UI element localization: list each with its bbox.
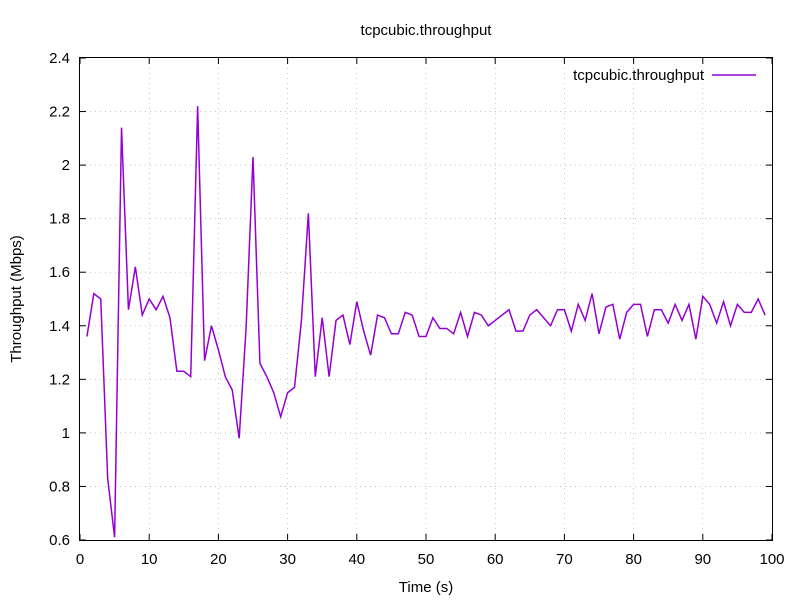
x-tick-label: 40 <box>348 551 365 568</box>
x-tick-label: 90 <box>694 551 711 568</box>
x-tick-label: 50 <box>418 551 435 568</box>
x-tick-label: 100 <box>759 551 784 568</box>
y-tick-label: 1.6 <box>49 264 70 281</box>
y-tick-label: 1.8 <box>49 211 70 228</box>
y-tick-label: 0.6 <box>49 532 70 549</box>
series-group <box>86 106 766 538</box>
y-tick-label: 1.4 <box>49 318 70 335</box>
x-tick-label: 80 <box>625 551 642 568</box>
y-tick-label: 2.4 <box>49 50 70 67</box>
y-axis: 0.6 0.8 1 1.2 1.4 1.6 1.8 2 2.2 2.4 <box>49 50 772 549</box>
y-tick-label: 1 <box>62 425 70 442</box>
y-tick-label: 0.8 <box>49 478 70 495</box>
x-tick-label: 0 <box>76 551 84 568</box>
x-tick-label: 70 <box>556 551 573 568</box>
y-tick-label: 1.2 <box>49 371 70 388</box>
x-axis: 0 10 20 30 40 50 60 70 80 90 100 <box>76 58 785 568</box>
chart-title: tcpcubic.throughput <box>361 22 493 39</box>
x-tick-label: 10 <box>141 551 158 568</box>
plot-frame <box>79 57 773 541</box>
x-tick-label: 30 <box>279 551 296 568</box>
grid-lines <box>80 58 772 540</box>
y-tick-label: 2 <box>62 157 70 174</box>
legend-label: tcpcubic.throughput <box>573 67 705 84</box>
legend: tcpcubic.throughput <box>573 67 756 84</box>
x-axis-label: Time (s) <box>399 579 453 596</box>
series-line <box>86 106 766 538</box>
y-axis-label: Throughput (Mbps) <box>8 235 25 363</box>
y-tick-label: 2.2 <box>49 104 70 121</box>
x-tick-label: 60 <box>487 551 504 568</box>
x-tick-label: 20 <box>210 551 227 568</box>
